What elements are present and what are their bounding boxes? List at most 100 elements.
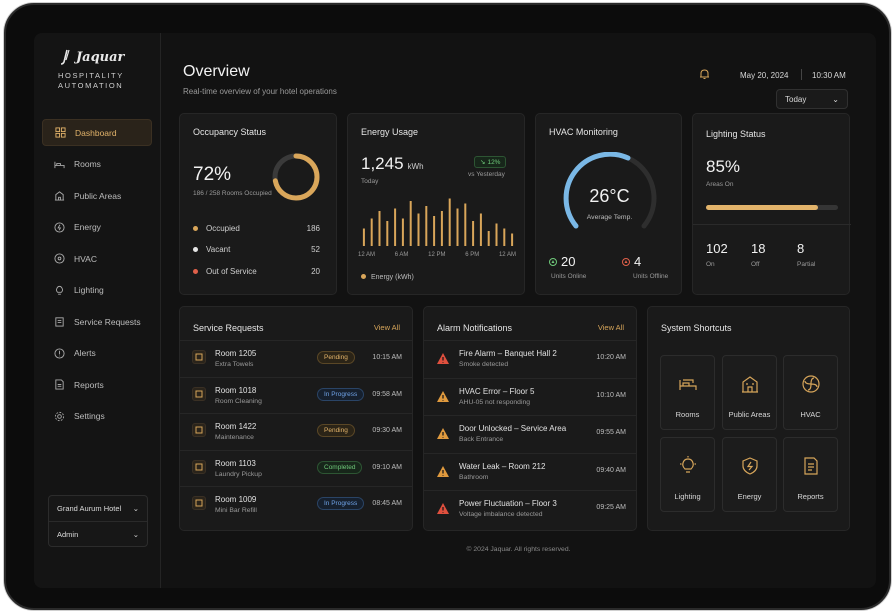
service-request-row[interactable]: Room 1205 Extra Towels Pending 10:15 AM <box>180 340 412 376</box>
service-request-row[interactable]: Room 1018 Room Cleaning In Progress 09:58 A… <box>180 376 412 413</box>
legend-value: 20 <box>311 267 320 276</box>
request-task: Maintenance <box>215 434 254 441</box>
sidebar-item-public-areas[interactable]: Public Areas <box>42 182 152 209</box>
sidebar-item-reports[interactable]: Reports <box>42 371 152 398</box>
date-range-select[interactable]: Today ⌄ <box>776 89 848 109</box>
energy-bar <box>409 201 412 246</box>
alarm-title: Fire Alarm – Banquet Hall 2 <box>459 349 557 358</box>
alarm-view-all-link[interactable]: View All <box>597 323 624 332</box>
lighting-on-label: On <box>706 261 715 268</box>
hvac-online-value: 20 <box>561 254 576 269</box>
request-time: 09:58 AM <box>372 390 402 398</box>
x-tick: 12 AM <box>358 252 376 258</box>
service-request-row[interactable]: Room 1422 Maintenance Pending 09:30 AM <box>180 413 412 449</box>
shortcuts-title: System Shortcuts <box>661 323 732 333</box>
sidebar-item-lighting[interactable]: Lighting <box>42 277 152 304</box>
alarm-title: Door Unlocked – Service Area <box>459 424 567 433</box>
energy-bar-chart <box>362 198 514 246</box>
clipboard-icon <box>55 317 64 327</box>
alarm-row[interactable]: Power Fluctuation – Floor 3 Voltage imbal… <box>424 490 636 526</box>
shortcut-energy[interactable]: Energy <box>722 437 777 512</box>
lighting-on-value: 102 <box>706 241 728 256</box>
sidebar-item-label: Dashboard <box>75 127 117 138</box>
sidebar-item-settings[interactable]: Settings <box>42 403 152 430</box>
chevron-down-icon: ⌄ <box>832 94 839 104</box>
user-dropdown[interactable]: Admin ⌄ <box>49 521 147 546</box>
shortcut-label: Energy <box>737 492 762 501</box>
alarm-time: 10:10 AM <box>596 391 626 399</box>
shortcut-rooms[interactable]: Rooms <box>660 355 715 430</box>
warning-icon <box>437 390 449 402</box>
bed-icon <box>679 379 697 390</box>
sidebar-item-label: Service Requests <box>74 316 141 327</box>
request-time: 10:15 AM <box>372 354 402 361</box>
service-request-row[interactable]: Room 1009 Mini Bar Refill In Progress 08:45… <box>180 486 412 522</box>
request-time: 09:10 AM <box>372 463 402 471</box>
dashboard-icon <box>55 127 66 138</box>
sidebar-item-rooms[interactable]: Rooms <box>42 151 152 178</box>
alarm-notifications-card: Alarm Notifications View All Fire Alarm … <box>423 306 637 531</box>
building-icon <box>742 376 758 393</box>
hotel-dropdown[interactable]: Grand Aurum Hotel ⌄ <box>49 496 147 521</box>
hvac-gauge <box>563 152 657 229</box>
request-time: 08:45 AM <box>372 500 402 507</box>
shortcut-label: Rooms <box>675 410 700 419</box>
energy-legend-label: Energy (kWh) <box>371 274 414 281</box>
occupancy-percent: 72% <box>193 164 232 185</box>
service-view-all-link[interactable]: View All <box>373 323 400 332</box>
shortcut-lighting[interactable]: Lighting <box>660 437 715 512</box>
lighting-progress-track <box>706 205 838 210</box>
alarm-detail: Bathroom <box>459 473 489 481</box>
alarm-row[interactable]: Door Unlocked – Service Area Back Entranc… <box>424 415 636 451</box>
shortcut-reports[interactable]: Reports <box>783 437 838 512</box>
sidebar-item-hvac[interactable]: HVAC <box>42 245 152 272</box>
warning-icon <box>437 465 449 477</box>
occupancy-detail: 186 / 258 Rooms Occupied <box>193 190 272 197</box>
shortcut-hvac[interactable]: HVAC <box>783 355 838 430</box>
occupancy-occupied: Occupied 186 <box>193 224 320 233</box>
alarm-row[interactable]: Water Leak – Room 212 Bathroom 09:40 AM <box>424 452 636 489</box>
report-icon <box>804 457 818 475</box>
user-name: Admin <box>57 529 79 539</box>
alarm-title: Power Fluctuation – Floor 3 <box>459 499 557 508</box>
energy-bar <box>433 216 436 246</box>
shortcut-public-areas[interactable]: Public Areas <box>722 355 777 430</box>
alarm-title: HVAC Error – Floor 5 <box>459 386 535 396</box>
lighting-progress-fill <box>706 205 819 210</box>
status-badge: Pending <box>317 351 355 364</box>
sidebar-item-service-requests[interactable]: Service Requests <box>42 308 152 335</box>
energy-x-axis: 12 AM 6 AM 12 PM 6 PM 12 AM <box>358 252 516 258</box>
bell-icon[interactable] <box>699 68 710 80</box>
legend-label: Vacant <box>206 245 231 254</box>
request-task: Laundry Pickup <box>215 470 262 478</box>
request-icon <box>192 386 206 401</box>
date-range-value: Today <box>785 94 807 104</box>
sidebar-item-energy[interactable]: Energy <box>42 214 152 241</box>
occupancy-out-of-service: Out of Service 20 <box>193 267 320 276</box>
alarm-row[interactable]: HVAC Error – Floor 5 AHU-05 not respondin… <box>424 377 636 414</box>
alarm-time: 09:40 AM <box>596 466 626 474</box>
lighting-title: Lighting Status <box>706 129 766 139</box>
status-badge: Completed <box>317 460 363 474</box>
energy-bar <box>464 203 467 246</box>
energy-unit: kWh <box>407 162 424 171</box>
request-icon <box>192 423 206 437</box>
request-room: Room 1009 <box>215 495 257 504</box>
legend-label: Occupied <box>206 224 240 233</box>
hvac-online-label: Units Online <box>551 273 587 280</box>
energy-bar <box>456 208 459 246</box>
service-request-row[interactable]: Room 1103 Laundry Pickup Completed 09:10 AM <box>180 449 412 486</box>
lighting-label: Areas On <box>706 181 734 188</box>
bed-icon <box>54 161 65 168</box>
hvac-temp: 26°C <box>589 186 630 206</box>
bulb-icon <box>680 456 696 473</box>
sidebar-item-dashboard[interactable]: Dashboard <box>42 119 152 146</box>
chevron-down-icon: ⌄ <box>132 504 139 513</box>
request-room: Room 1422 <box>215 422 257 431</box>
energy-legend: Energy (kWh) <box>361 274 414 281</box>
request-icon <box>192 350 206 364</box>
alarm-row[interactable]: Fire Alarm – Banquet Hall 2 Smoke detecte… <box>424 340 636 376</box>
sidebar-item-alerts[interactable]: Alerts <box>42 340 152 367</box>
lighting-off-label: Off <box>751 261 760 268</box>
jaquar-logo-icon <box>60 49 70 65</box>
